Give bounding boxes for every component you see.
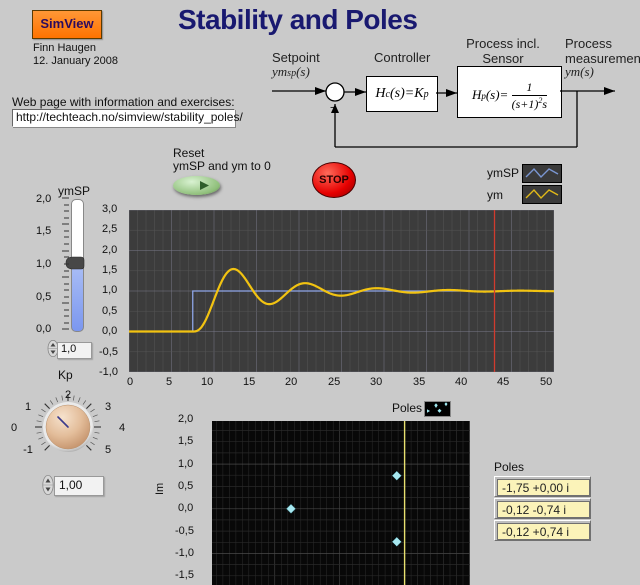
svg-text:1: 1	[25, 401, 31, 413]
svg-text:0: 0	[11, 422, 17, 434]
svg-text:5: 5	[105, 444, 111, 456]
svg-text:2: 2	[65, 390, 71, 401]
svg-text:-1: -1	[23, 444, 33, 456]
svg-text:4: 4	[119, 422, 125, 434]
svg-text:3: 3	[105, 401, 111, 413]
